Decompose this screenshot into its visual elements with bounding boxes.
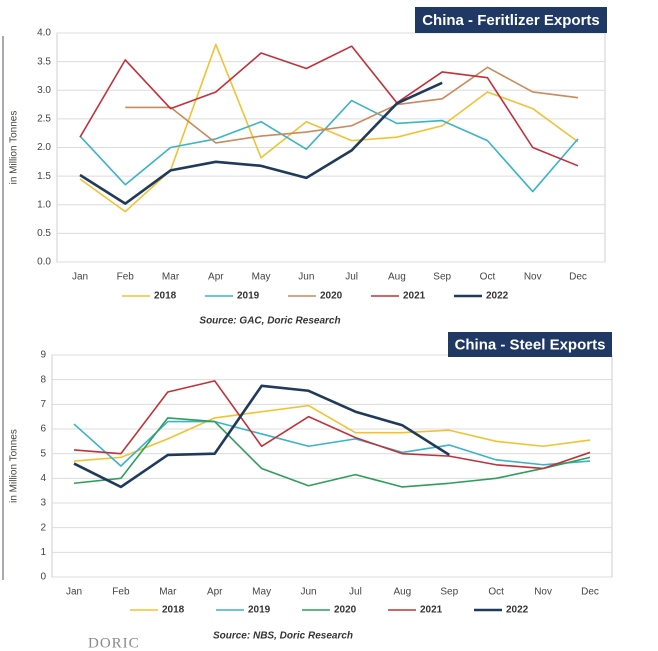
series-line	[73, 384, 450, 489]
x-tick-label: Sep	[440, 587, 458, 598]
y-tick-label: 3.0	[37, 85, 51, 96]
legend-label: 2018	[162, 605, 185, 616]
x-tick-label: Jun	[300, 587, 316, 598]
x-tick-label: Feb	[117, 272, 135, 283]
y-tick-label: 1.5	[37, 171, 51, 182]
y-tick-label: 7	[40, 399, 46, 410]
x-tick-label: May	[252, 272, 271, 283]
x-tick-label: Aug	[393, 587, 411, 598]
series-line	[73, 380, 591, 470]
title-box	[448, 332, 612, 357]
y-tick-label: 4	[40, 473, 46, 484]
x-tick-label: Oct	[480, 272, 496, 283]
chart-title: China - Steel Exports	[455, 336, 606, 353]
x-tick-label: Apr	[207, 587, 223, 598]
series-line	[125, 66, 579, 144]
legend-label: 2022	[506, 605, 529, 616]
y-tick-label: 3	[40, 498, 46, 509]
legend-label: 2019	[237, 291, 260, 302]
series-line	[79, 45, 579, 167]
source-note: Source: GAC, Doric Research	[199, 316, 340, 327]
legend-label: 2019	[248, 605, 271, 616]
y-tick-label: 3.5	[37, 56, 51, 67]
x-tick-label: Nov	[524, 272, 542, 283]
legend-label: 2022	[486, 291, 509, 302]
y-tick-label: 8	[40, 374, 46, 385]
x-tick-label: Sep	[433, 272, 451, 283]
plot-area	[51, 354, 613, 578]
logo: DORIC	[88, 635, 140, 651]
series-line	[73, 417, 591, 488]
x-tick-label: Dec	[581, 587, 599, 598]
x-tick-label: May	[252, 587, 271, 598]
title-box	[415, 7, 607, 33]
series-line	[79, 81, 443, 205]
x-tick-label: Apr	[208, 272, 224, 283]
legend-label: 2020	[334, 605, 357, 616]
y-tick-label: 1.0	[37, 199, 51, 210]
y-axis-label: in Million Tonnes	[9, 111, 20, 185]
x-tick-label: Jan	[66, 587, 82, 598]
y-tick-label: 0.5	[37, 228, 51, 239]
y-tick-label: 2.5	[37, 114, 51, 125]
x-tick-label: Jun	[298, 272, 314, 283]
y-tick-label: 2.0	[37, 142, 51, 153]
x-tick-label: Dec	[569, 272, 587, 283]
y-tick-label: 4.0	[37, 28, 51, 39]
x-tick-label: Mar	[159, 587, 177, 598]
x-tick-label: Mar	[162, 272, 180, 283]
y-tick-label: 6	[40, 424, 46, 435]
y-tick-label: 0.0	[37, 257, 51, 268]
x-tick-label: Oct	[488, 587, 504, 598]
y-tick-label: 5	[40, 448, 46, 459]
y-tick-label: 0	[40, 572, 46, 583]
legend-label: 2020	[320, 291, 343, 302]
y-tick-label: 1	[40, 547, 46, 558]
legend-label: 2018	[154, 291, 177, 302]
y-tick-label: 9	[40, 350, 46, 361]
x-tick-label: Feb	[112, 587, 130, 598]
x-tick-label: Nov	[534, 587, 552, 598]
legend-label: 2021	[420, 605, 443, 616]
chart-title: China - Feritlizer Exports	[422, 12, 600, 29]
x-tick-label: Jul	[345, 272, 358, 283]
legend-label: 2021	[403, 291, 426, 302]
x-tick-label: Aug	[388, 272, 406, 283]
series-line	[73, 404, 591, 462]
x-tick-label: Jan	[72, 272, 88, 283]
y-tick-label: 2	[40, 522, 46, 533]
x-tick-label: Jul	[349, 587, 362, 598]
series-line	[79, 99, 579, 193]
source-note: Source: NBS, Doric Research	[213, 631, 353, 642]
y-axis-label: in Million Tonnes	[9, 429, 20, 503]
